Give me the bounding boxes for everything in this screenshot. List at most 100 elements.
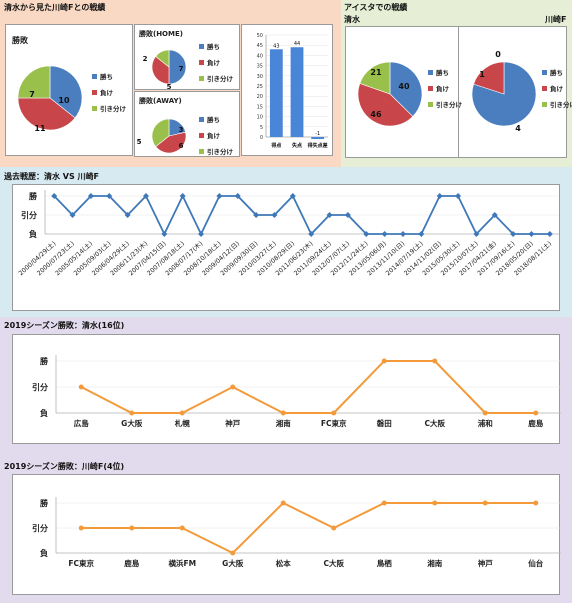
pie-aista-kawasaki-value-label-2: 0 xyxy=(495,50,501,59)
pie-total-slice-0 xyxy=(49,65,83,119)
x-tick-label-7: C大阪 xyxy=(424,418,445,428)
data-point-18 xyxy=(381,231,388,237)
bar-1 xyxy=(290,47,304,137)
legend-swatch xyxy=(428,85,433,91)
pie-total-chart: 10 11 7 xyxy=(17,65,83,133)
data-point-9 xyxy=(216,193,223,199)
series-line xyxy=(81,502,536,554)
bar-category-label-0: 得点 xyxy=(270,142,281,149)
y-tick-label: 30 xyxy=(257,74,263,80)
data-point-9 xyxy=(533,410,539,416)
data-point-3 xyxy=(106,193,113,199)
x-tick-label-8: 神戸 xyxy=(478,558,493,568)
bar-value-label-0: 43 xyxy=(273,43,279,49)
data-point-14 xyxy=(308,231,315,237)
x-tick-label-1: 鹿島 xyxy=(124,558,139,568)
legend-swatch xyxy=(542,101,547,107)
pie-aista-kawasaki-value-label-0: 4 xyxy=(515,124,521,133)
legend-label: 引き分け xyxy=(207,148,233,156)
pie-aista-kawasaki-slice-1 xyxy=(473,61,505,95)
legend-item-win: 勝ち xyxy=(542,67,572,77)
y-tick-label: 勝 xyxy=(40,356,49,366)
data-point-8 xyxy=(482,500,488,506)
data-point-15 xyxy=(326,212,333,218)
data-point-19 xyxy=(399,231,406,237)
y-tick-label: 負 xyxy=(29,229,37,239)
series-line xyxy=(53,195,550,235)
x-tick-label-0: FC東京 xyxy=(68,558,94,568)
line-shimizu-chart: 負 引分 勝広島 G大阪 札幌 神戸 湘南 FC東京 磐田 C大阪 浦和 鹿島 xyxy=(32,355,561,428)
section-title: 2019シーズン勝敗：清水(16位) xyxy=(4,321,125,330)
x-tick-label-9: 鹿島 xyxy=(528,418,543,428)
data-point-5 xyxy=(142,193,149,199)
bar-0 xyxy=(269,49,283,137)
section-aista: アイスタでの戦績 清水 川崎F 40 46 21 勝ち 負け 引き分け 4 1 0 勝ち 負け… xyxy=(341,0,572,167)
x-tick-label-5: FC東京 xyxy=(321,418,347,428)
data-point-2 xyxy=(179,525,185,531)
data-point-2 xyxy=(179,410,185,416)
legend-label: 負け xyxy=(436,85,449,93)
pie-home-slice-2 xyxy=(155,49,170,68)
y-tick-label: 15 xyxy=(257,104,263,110)
data-point-2 xyxy=(87,193,94,199)
legend-item-lose: 負け xyxy=(199,130,233,140)
pie-away-slice-2 xyxy=(151,118,170,148)
data-point-12 xyxy=(271,212,278,218)
pie-home-value-label-2: 2 xyxy=(143,55,148,63)
data-point-7 xyxy=(432,500,438,506)
legend-item-lose: 負け xyxy=(92,87,126,97)
section-history: 過去戦歴：清水 VS 川崎F 負引分勝 2000/04/29(土) 2000/07/… xyxy=(0,167,572,317)
legend-item-draw: 引き分け xyxy=(542,99,572,109)
section-kawasaki-2019: 2019シーズン勝敗：川崎F(4位) 負 引分 勝 FC東京 鹿島 横浜FM G大阪 松本 C大… xyxy=(0,459,572,603)
pie-aista-kawasaki-chart: 4 1 0 xyxy=(471,50,537,133)
team-right-label: 川崎F xyxy=(545,15,567,24)
legend-item-lose: 負け xyxy=(542,83,572,93)
data-point-3 xyxy=(230,550,236,556)
legend-item-win: 勝ち xyxy=(428,67,462,77)
y-tick-label: 35 xyxy=(257,64,263,70)
bar-goals-chart: 0 5 10 15 20 25 30 35 40 45 50 43 得点 44 失点 -1 得失点差 xyxy=(257,33,328,149)
pie-away-chart: 3 6 5 xyxy=(137,118,187,154)
legend-item-draw: 引き分け xyxy=(199,73,233,83)
legend-swatch xyxy=(199,148,204,154)
legend-label: 引き分け xyxy=(207,75,233,83)
pie-aista-shimizu-value-label-1: 46 xyxy=(370,110,382,119)
pie-away-value-label-2: 5 xyxy=(137,138,142,146)
x-tick-label-6: 鳥栖 xyxy=(377,558,392,568)
legend-label: 負け xyxy=(550,85,563,93)
pie-away-legend: 勝ち負け引き分け xyxy=(199,114,233,162)
y-tick-label: 0 xyxy=(260,135,263,141)
legend-item-win: 勝ち xyxy=(199,41,233,51)
divider xyxy=(458,27,459,157)
section-title: 過去戦歴：清水 VS 川崎F xyxy=(4,172,99,181)
line-history-chart: 負引分勝2000/04/29(土)2000/07/23(土)2005/05/14… xyxy=(16,190,559,277)
panel-kawasaki-line: 負 引分 勝 FC東京 鹿島 横浜FM G大阪 松本 C大阪 鳥栖 湘南 神戸 仙台 xyxy=(12,474,561,595)
x-tick-label-2: 札幌 xyxy=(174,418,190,428)
pie-total-value-label-0: 10 xyxy=(58,96,70,105)
pie-aista-shimizu-value-label-2: 21 xyxy=(370,68,382,77)
y-tick-label: 勝 xyxy=(40,498,49,508)
data-point-6 xyxy=(381,358,387,364)
pie-home-chart: 7 5 2 xyxy=(143,49,187,91)
legend-label: 負け xyxy=(207,59,220,67)
pie-total-slice-2 xyxy=(17,65,51,99)
y-tick-label: 引分 xyxy=(32,523,48,533)
data-point-4 xyxy=(280,500,286,506)
data-point-7 xyxy=(432,358,438,364)
legend-label: 勝ち xyxy=(436,69,449,77)
panel-history-line: 負引分勝 2000/04/29(土) 2000/07/23(土) 2005/05/14… xyxy=(12,184,560,311)
y-tick-label: 5 xyxy=(260,125,263,131)
legend-swatch xyxy=(542,69,547,75)
data-point-1 xyxy=(129,410,135,416)
legend-swatch xyxy=(199,59,204,65)
legend-swatch xyxy=(199,75,204,81)
series-line xyxy=(80,360,536,414)
bar-category-label-2: 得失点差 xyxy=(307,142,328,149)
pie-total-legend: 勝ち 負け 引き分け xyxy=(92,71,126,119)
legend-label: 引き分け xyxy=(550,101,572,109)
data-point-25 xyxy=(510,231,517,237)
legend-label: 勝ち xyxy=(207,116,220,124)
x-tick-label-0: 広島 xyxy=(74,418,89,428)
legend-swatch xyxy=(92,89,97,95)
legend-label: 勝ち xyxy=(207,43,220,51)
